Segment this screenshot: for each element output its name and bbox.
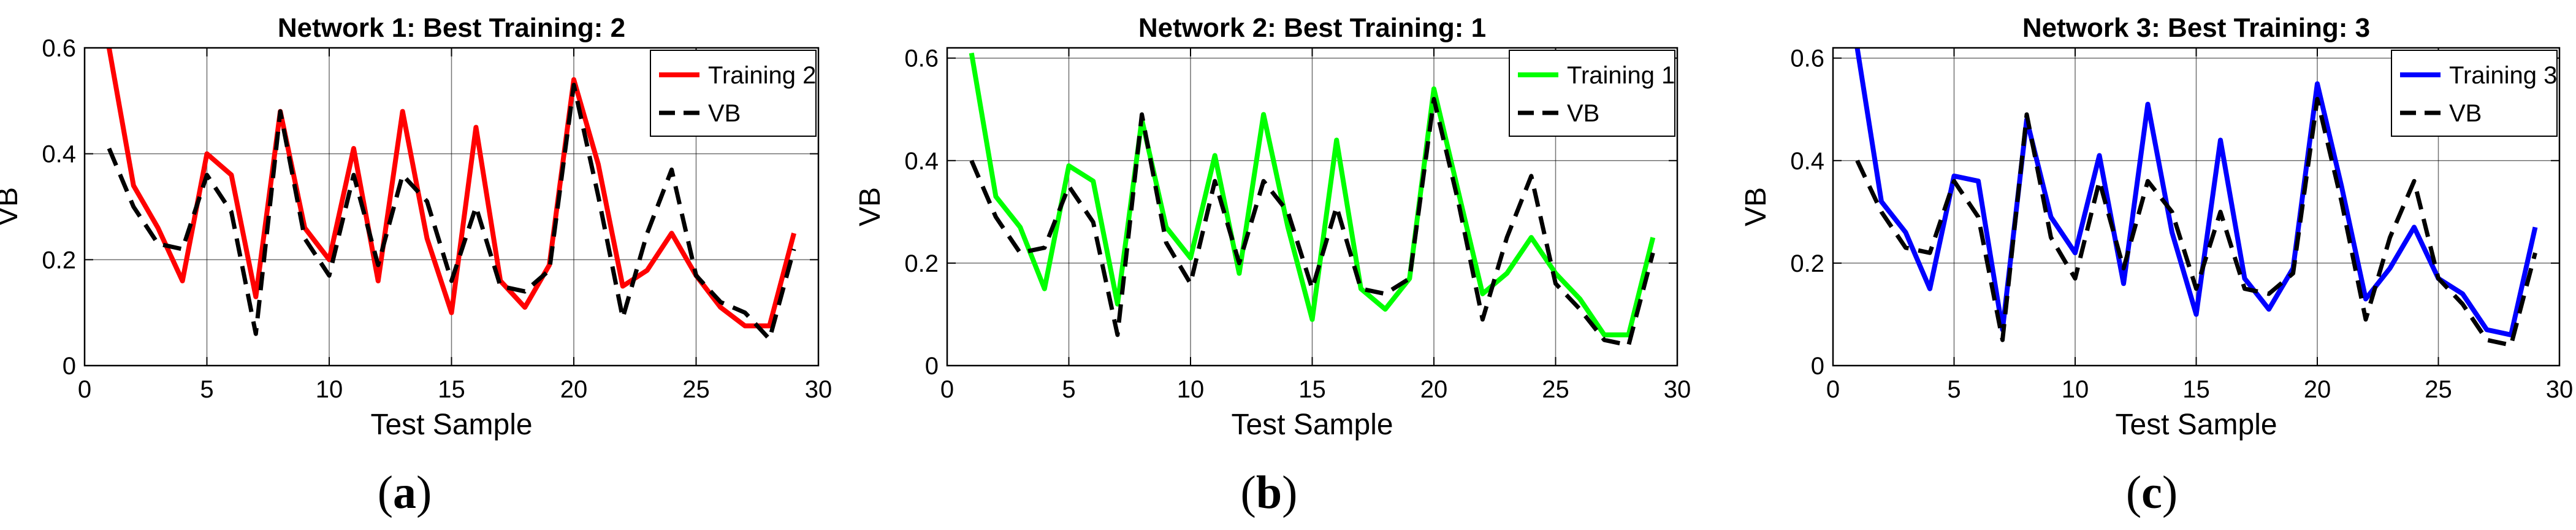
series-line-training-1: [969, 52, 1656, 337]
panel-label: (a): [378, 467, 432, 518]
legend-box: [650, 50, 817, 137]
series-line-vb: [107, 82, 796, 342]
x-tick-label: 20: [1420, 376, 1448, 403]
x-tick-label: 15: [438, 376, 465, 403]
series-line-training-3: [1854, 48, 2538, 337]
chart-panel-2: 0 5 10 15 20 25 30 0 0.2 0.4 0.6 Network 2: Best Tr…: [854, 13, 1691, 518]
y-axis-label: VB: [0, 187, 24, 226]
x-tick-label: 15: [1298, 376, 1326, 403]
x-axis-label: Test Sample: [1231, 409, 1393, 441]
panel-letter: a: [393, 467, 416, 518]
x-tick-label: 15: [2182, 376, 2210, 403]
y-axis-label: VB: [1740, 187, 1772, 226]
x-tick-label: 0: [78, 376, 91, 403]
chart-panel-1: 0 5 10 15 20 25 30 0 0.2 0.4 0.6 Network 1: Best Tr…: [0, 13, 832, 518]
y-tick-label: 0.2: [1790, 250, 1824, 277]
y-tick-label: 0.6: [904, 45, 939, 72]
x-tick-label: 30: [2546, 376, 2574, 403]
y-tick-label: 0.4: [904, 148, 939, 175]
panel-label: (c): [2126, 467, 2178, 518]
panel-letter: b: [1256, 467, 1282, 518]
legend: Training 3 VB: [2391, 50, 2558, 137]
legend: Training 2 VB: [650, 50, 817, 137]
x-tick-label: 30: [805, 376, 833, 403]
legend-label: VB: [2449, 100, 2482, 127]
y-tick-label: 0.2: [42, 247, 76, 274]
x-tick-label: 0: [1826, 376, 1840, 403]
x-tick-label: 10: [316, 376, 343, 403]
chart-title: Network 2: Best Training: 1: [1138, 13, 1486, 43]
series-line-vb: [1855, 97, 2537, 348]
y-tick-label: 0: [1811, 353, 1824, 380]
x-tick-label: 0: [940, 376, 954, 403]
series-line-training-2: [106, 48, 796, 329]
x-tick-label: 20: [2304, 376, 2331, 403]
x-tick-label: 5: [1062, 376, 1075, 403]
legend-label: Training 1: [1567, 62, 1675, 89]
y-tick-label: 0.2: [904, 250, 939, 277]
panel-letter: c: [2141, 467, 2162, 518]
x-axis-label: Test Sample: [370, 409, 532, 441]
y-tick-label: 0: [63, 353, 76, 380]
y-axis-label: VB: [854, 187, 886, 226]
x-tick-label: 25: [2425, 376, 2452, 403]
legend-box: [2391, 50, 2558, 137]
legend: Training 1 VB: [1509, 50, 1675, 137]
legend-box: [1509, 50, 1675, 137]
x-tick-label: 30: [1664, 376, 1691, 403]
chart-title: Network 3: Best Training: 3: [2022, 13, 2370, 43]
legend-label: Training 3: [2449, 62, 2557, 89]
y-tick-label: 0.4: [42, 141, 76, 168]
x-tick-label: 10: [2062, 376, 2089, 403]
y-tick-label: 0.6: [42, 35, 76, 62]
y-tick-label: 0.6: [1790, 45, 1824, 72]
x-tick-label: 20: [560, 376, 588, 403]
y-tick-label: 0.4: [1790, 148, 1824, 175]
chart-panel-3: 0 5 10 15 20 25 30 0 0.2 0.4 0.6 Network 3: Best Tr…: [1740, 13, 2573, 518]
legend-label: VB: [708, 100, 741, 127]
x-tick-label: 25: [1542, 376, 1569, 403]
x-tick-label: 25: [682, 376, 710, 403]
legend-label: Training 2: [708, 62, 816, 89]
x-axis-label: Test Sample: [2115, 409, 2277, 441]
x-tick-label: 5: [1947, 376, 1961, 403]
x-tick-label: 5: [200, 376, 213, 403]
legend-label: VB: [1567, 100, 1599, 127]
y-tick-label: 0: [925, 353, 939, 380]
panel-label: (b): [1241, 467, 1298, 518]
chart-title: Network 1: Best Training: 2: [278, 13, 625, 43]
x-tick-label: 10: [1177, 376, 1205, 403]
